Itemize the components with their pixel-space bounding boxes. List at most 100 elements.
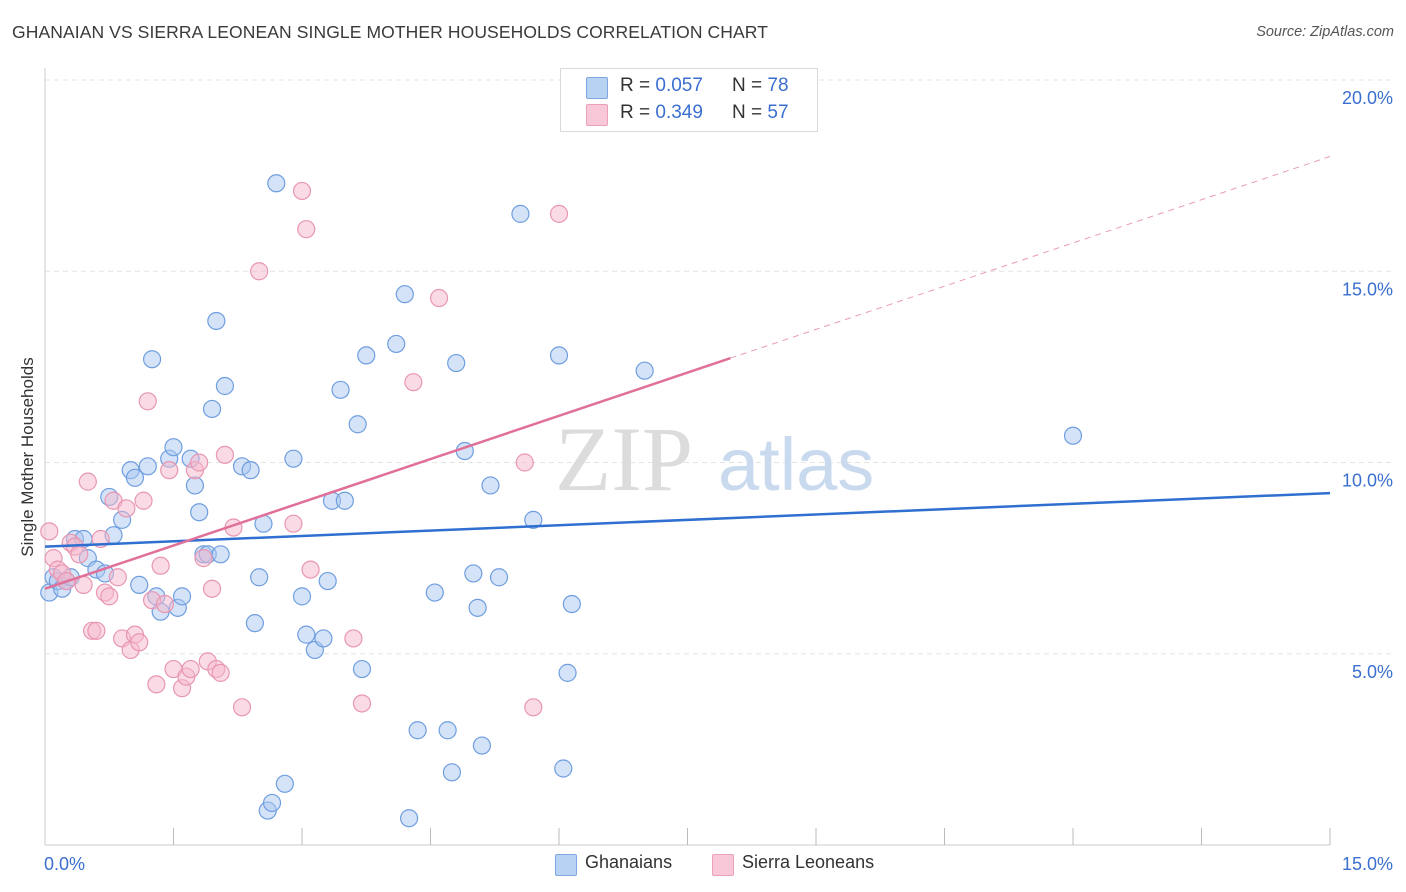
data-point — [164, 438, 183, 457]
data-point — [399, 809, 419, 828]
data-point — [442, 763, 462, 782]
data-point — [130, 575, 149, 595]
data-point — [562, 594, 581, 614]
data-point — [468, 598, 487, 617]
legend-n-value: 78 — [767, 75, 789, 96]
data-point — [352, 659, 372, 679]
legend-swatch-blue — [555, 854, 577, 876]
data-point — [297, 625, 316, 644]
y-tick-label: 5.0% — [1352, 662, 1393, 682]
trend-line-sierra-leoneans-extension — [730, 156, 1331, 359]
x-tick-label: 0.0% — [44, 854, 85, 874]
y-tick-label: 10.0% — [1342, 471, 1393, 491]
data-point — [408, 721, 427, 740]
legend-swatch-pink — [712, 854, 734, 876]
data-point — [108, 568, 127, 587]
data-point — [292, 181, 312, 201]
legend-r-value: 0.349 — [655, 102, 703, 123]
chart-title: GHANAIAN VS SIERRA LEONEAN SINGLE MOTHER… — [12, 22, 768, 42]
data-point — [267, 174, 286, 193]
watermark-zip: ZIP — [555, 408, 693, 510]
data-point — [155, 594, 175, 614]
watermark: ZIP atlas — [555, 408, 874, 510]
data-point — [481, 476, 500, 495]
data-point — [134, 491, 153, 510]
data-point — [202, 399, 222, 419]
data-point — [211, 545, 230, 564]
legend-n-value: 57 — [767, 102, 789, 123]
data-point — [172, 587, 192, 606]
data-point — [554, 759, 573, 778]
data-point — [292, 587, 312, 606]
data-point — [207, 311, 226, 331]
data-point — [524, 698, 543, 717]
data-point — [151, 556, 170, 575]
data-point — [78, 472, 97, 491]
trend-line-ghanaians — [44, 491, 1331, 548]
data-point — [262, 793, 282, 813]
data-point — [138, 457, 157, 476]
data-point — [318, 571, 337, 591]
data-point — [211, 663, 230, 682]
grid-lines — [45, 79, 1393, 655]
data-point — [297, 220, 316, 239]
data-point — [100, 587, 119, 606]
data-point — [314, 629, 333, 648]
data-point — [87, 621, 106, 640]
legend-swatch-pink — [586, 104, 608, 126]
source-credit: Source: ZipAtlas.com — [1256, 24, 1394, 40]
y-tick-label: 15.0% — [1342, 279, 1393, 299]
legend-label-sierra-leoneans: Sierra Leoneans — [742, 852, 875, 872]
data-point — [142, 350, 162, 369]
legend-n: N = 78 — [732, 75, 789, 96]
data-point — [344, 629, 363, 648]
data-point — [284, 514, 303, 533]
data-point — [40, 522, 59, 541]
data-point — [464, 564, 483, 583]
data-point — [438, 721, 457, 740]
data-point — [194, 549, 213, 568]
data-point — [387, 334, 406, 354]
data-point — [130, 633, 149, 652]
data-point — [241, 461, 260, 480]
data-point — [511, 204, 530, 223]
data-point — [335, 491, 354, 510]
data-point — [70, 545, 89, 564]
data-point — [147, 675, 166, 694]
data-point — [1063, 426, 1083, 445]
data-point — [125, 468, 145, 487]
data-point — [185, 476, 205, 495]
watermark-atlas: atlas — [718, 423, 874, 506]
series-sierra-leoneans-points — [40, 181, 569, 717]
data-point — [190, 503, 209, 522]
data-point — [215, 445, 234, 464]
data-point — [190, 453, 209, 472]
data-point — [232, 698, 252, 717]
data-point — [404, 373, 423, 392]
y-axis-title: Single Mother Households — [18, 357, 37, 557]
data-point — [245, 614, 264, 633]
x-tick-label: 15.0% — [1342, 854, 1393, 874]
data-point — [515, 453, 534, 472]
data-point — [301, 560, 320, 579]
data-point — [331, 380, 350, 399]
data-point — [549, 346, 569, 365]
data-point — [215, 376, 234, 396]
data-point — [395, 285, 414, 304]
data-point — [284, 449, 303, 468]
axes — [44, 68, 1331, 846]
data-point — [250, 568, 269, 587]
legend-swatch-blue — [586, 77, 608, 99]
data-point — [429, 288, 449, 308]
legend-r: R = 0.349 — [620, 102, 703, 123]
legend-r: R = 0.057 — [620, 75, 703, 96]
data-point — [357, 346, 376, 365]
legend-label-ghanaians: Ghanaians — [585, 852, 673, 872]
tick-labels: 5.0% 10.0% 15.0% 20.0% 0.0% 15.0% — [44, 88, 1393, 874]
data-point — [635, 361, 654, 380]
legend-n: N = 57 — [732, 102, 789, 123]
data-point — [447, 353, 466, 373]
data-point — [348, 415, 367, 434]
data-point — [472, 736, 491, 755]
